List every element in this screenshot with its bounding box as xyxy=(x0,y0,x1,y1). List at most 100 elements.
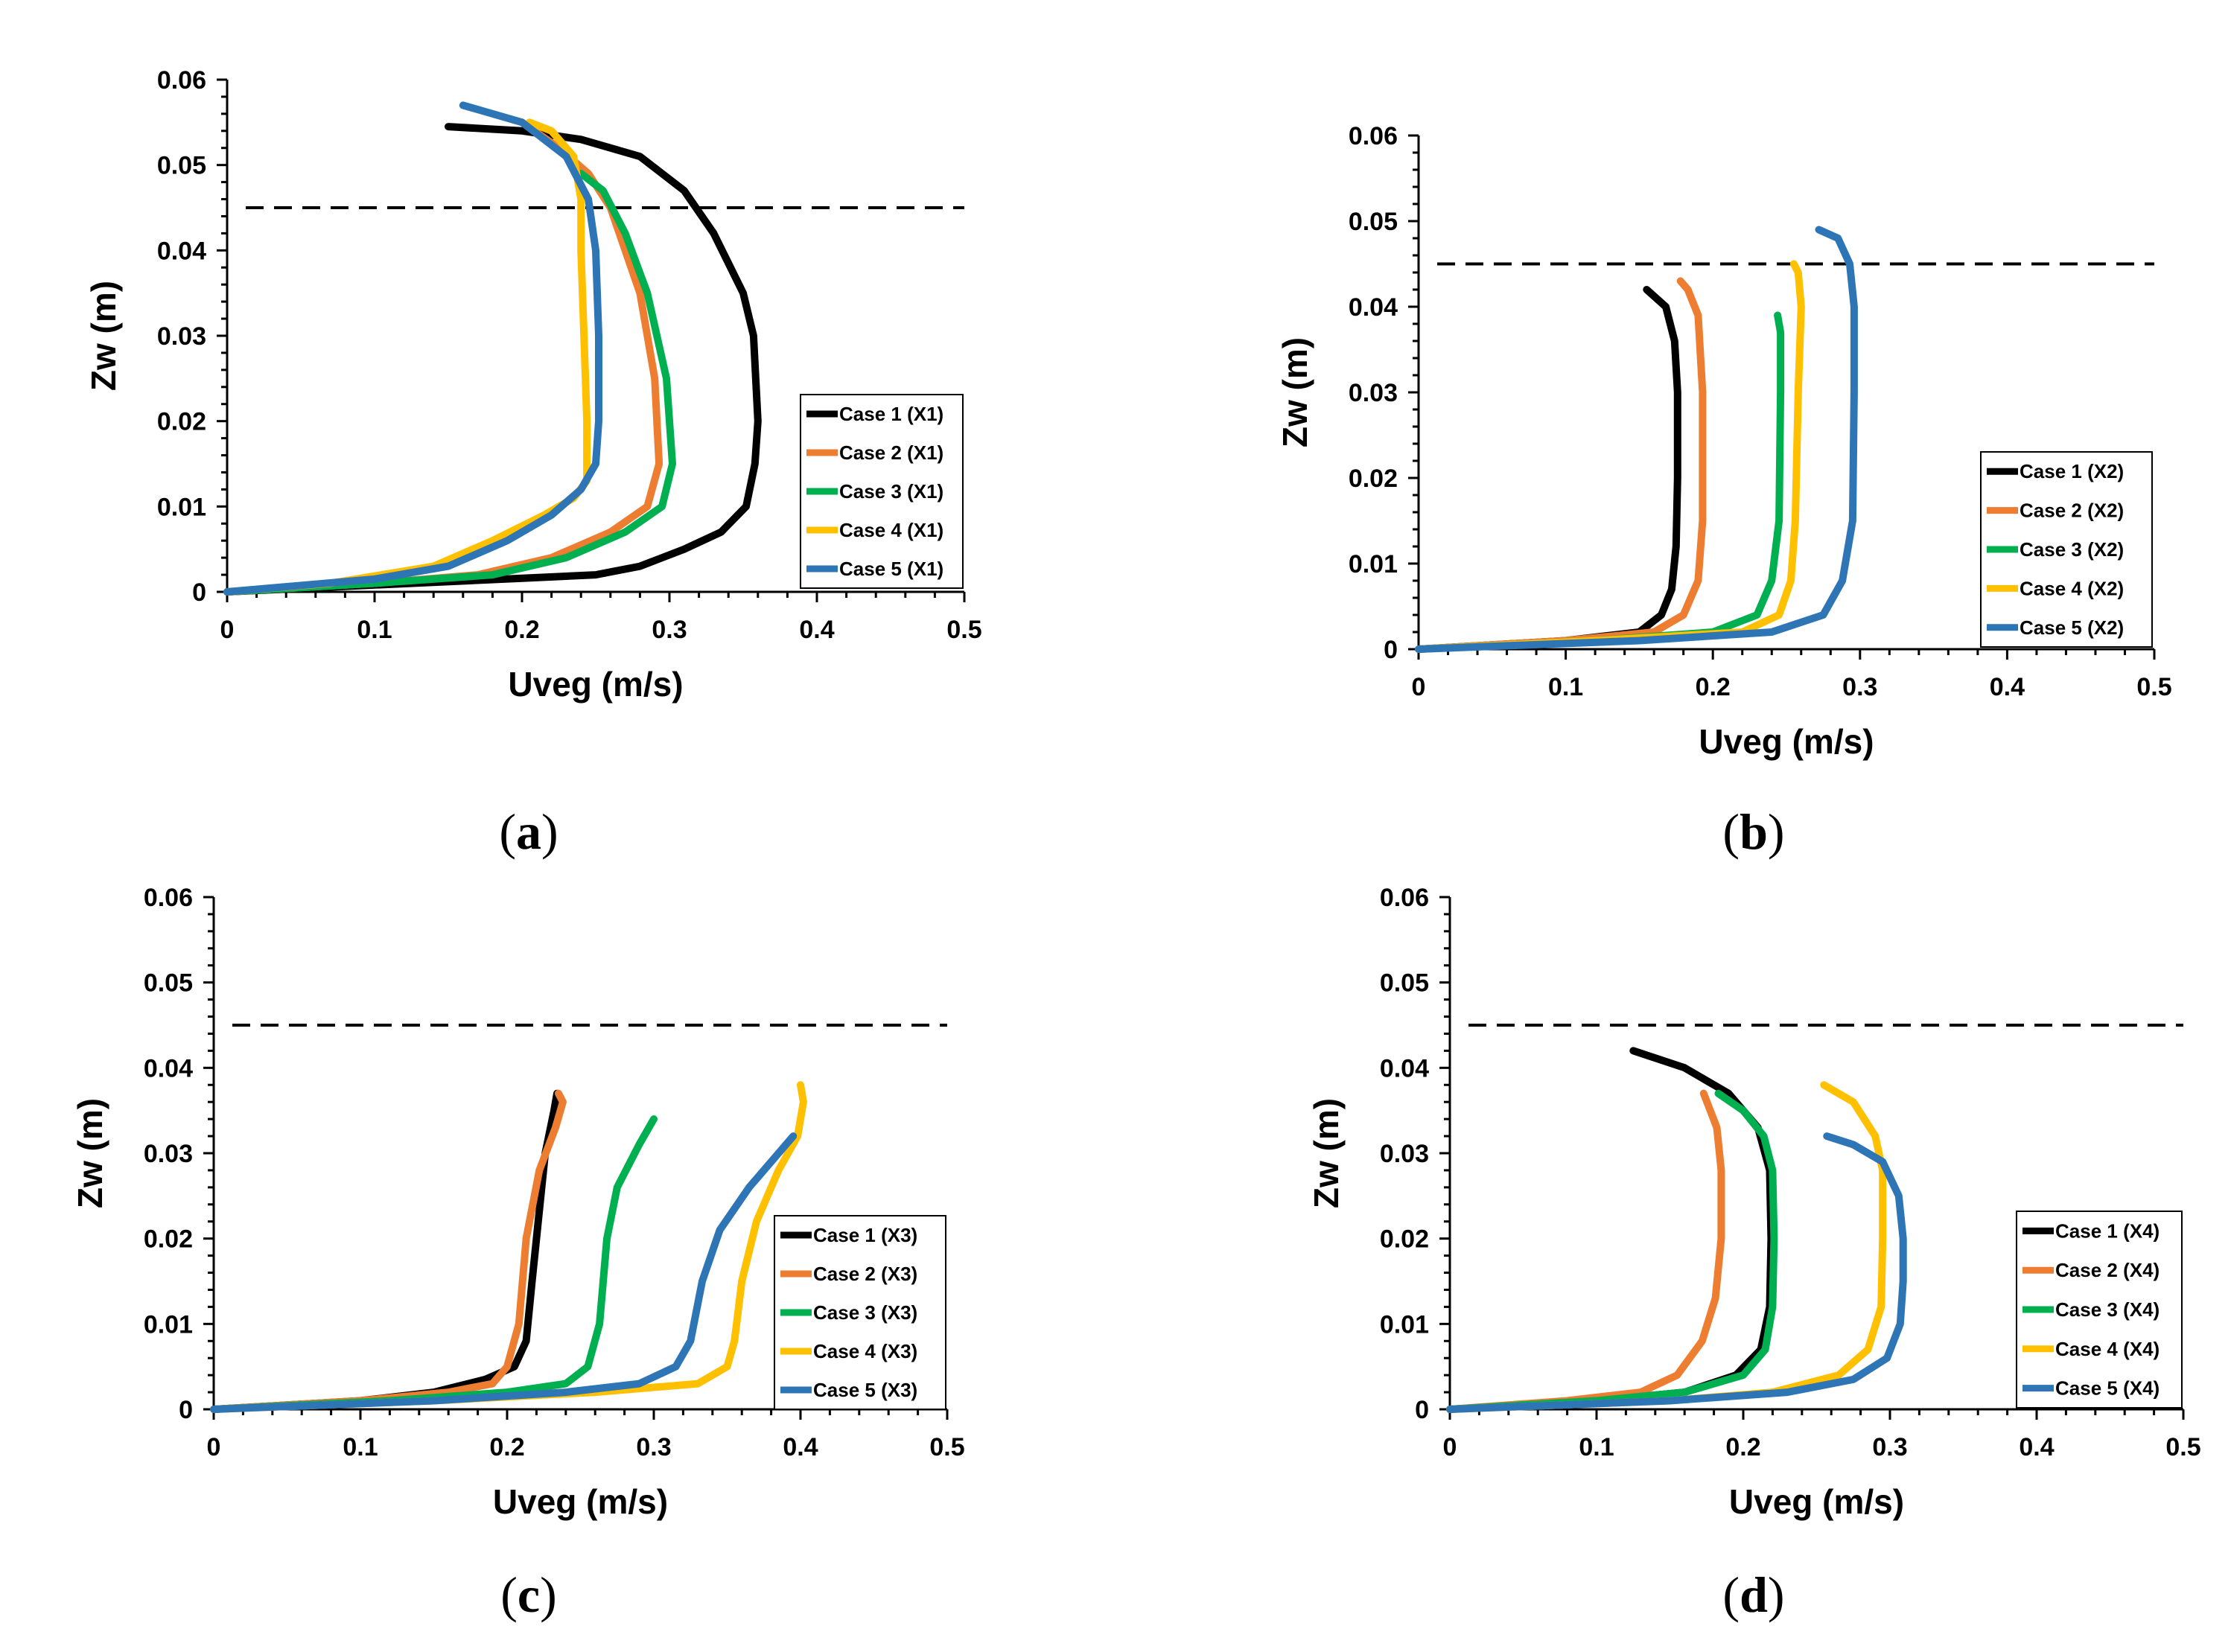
x-tick-label: 0.2 xyxy=(489,1433,524,1461)
panel-label: (b) xyxy=(1722,803,1784,860)
legend-label-case-3: Case 3 (X2) xyxy=(2020,538,2124,561)
series-line-case-2 xyxy=(1446,1089,1725,1413)
chart-panel-d: 0 0.1 0.2 0.3 0.4 0.5 0 0.01 0.02 0.03 0.04 0.05 0.0… xyxy=(1307,884,2201,1623)
x-axis-title: Uveg (m/s) xyxy=(493,1482,668,1521)
x-tick-label: 0.1 xyxy=(1579,1433,1614,1461)
x-tick-label: 0.3 xyxy=(652,616,687,644)
legend: Case 1 (X2) Case 2 (X2) Case 3 (X2) Case 4 … xyxy=(1980,451,2153,648)
panel-label-close: ) xyxy=(1768,1566,1785,1623)
panel-label-open: ( xyxy=(499,803,516,860)
legend: Case 1 (X3) Case 2 (X3) Case 3 (X3) Case 4 … xyxy=(774,1215,946,1410)
x-tick-label: 0.4 xyxy=(783,1433,818,1461)
x-axis-title: Uveg (m/s) xyxy=(1699,722,1874,761)
y-tick-label: 0 xyxy=(1384,636,1398,664)
y-axis-title: Zw (m) xyxy=(1276,337,1314,447)
chart-panel-c: 0 0.1 0.2 0.3 0.4 0.5 0 0.01 0.02 0.03 0.04 0.05 0.0… xyxy=(71,884,965,1623)
series-line-case-4 xyxy=(1415,260,1805,653)
y-tick-label: 0.03 xyxy=(144,1140,193,1168)
x-tick-label: 0.3 xyxy=(1872,1433,1907,1461)
y-axis-title: Zw (m) xyxy=(84,281,123,391)
legend-label-case-3: Case 3 (X3) xyxy=(813,1301,917,1324)
legend-label-case-1: Case 1 (X3) xyxy=(813,1224,917,1246)
y-tick-label: 0.04 xyxy=(144,1054,193,1082)
x-tick-label: 0 xyxy=(207,1433,221,1461)
series-line-case-3 xyxy=(223,170,676,596)
y-tick-label: 0.04 xyxy=(157,237,206,265)
series-line-case-3 xyxy=(1446,1089,1778,1413)
legend-label-case-2: Case 2 (X3) xyxy=(813,1263,917,1285)
y-tick-label: 0.05 xyxy=(157,152,206,180)
y-tick-label: 0.01 xyxy=(157,493,206,521)
y-tick-label: 0 xyxy=(192,578,206,607)
legend-label-case-4: Case 4 (X1) xyxy=(839,519,943,541)
legend: Case 1 (X1) Case 2 (X1) Case 3 (X1) Case 4 … xyxy=(800,394,964,589)
panel-label-open: ( xyxy=(1722,803,1740,860)
series-line-case-5 xyxy=(223,101,602,596)
y-tick-label: 0.06 xyxy=(1349,122,1398,150)
y-tick-label: 0.02 xyxy=(144,1225,193,1254)
y-tick-label: 0.05 xyxy=(1380,969,1429,998)
series-line-case-4 xyxy=(1446,1081,1887,1413)
legend-label-case-2: Case 2 (X1) xyxy=(839,441,943,464)
panel-label-letter: d xyxy=(1740,1566,1768,1623)
y-axis-title: Zw (m) xyxy=(1307,1098,1346,1208)
series-line-case-1 xyxy=(223,123,762,596)
series-line-case-4 xyxy=(223,118,591,596)
panel-label-letter: c xyxy=(518,1566,540,1623)
x-tick-label: 0.3 xyxy=(636,1433,671,1461)
chart-panel-a: 0 0.1 0.2 0.3 0.4 0.5 0 0.01 0.02 0.03 0.04 0.05 0.0… xyxy=(84,66,982,860)
y-tick-label: 0.01 xyxy=(1380,1310,1429,1339)
x-tick-label: 0.4 xyxy=(2019,1433,2054,1461)
y-tick-label: 0.06 xyxy=(157,66,206,95)
y-tick-label: 0.03 xyxy=(1380,1140,1429,1168)
legend-label-case-2: Case 2 (X2) xyxy=(2020,500,2124,522)
x-tick-label: 0.1 xyxy=(357,616,392,644)
panel-label-close: ) xyxy=(1768,803,1785,860)
y-tick-label: 0.04 xyxy=(1349,293,1398,322)
legend-label-case-2: Case 2 (X4) xyxy=(2055,1259,2160,1281)
series-line-case-5 xyxy=(1446,1132,1907,1413)
y-tick-label: 0 xyxy=(1415,1396,1429,1424)
legend-label-case-4: Case 4 (X4) xyxy=(2055,1338,2160,1360)
series-line-case-3 xyxy=(1415,311,1785,653)
y-tick-label: 0.02 xyxy=(1349,465,1398,493)
x-axis-title: Uveg (m/s) xyxy=(508,665,683,704)
legend-label-case-4: Case 4 (X3) xyxy=(813,1340,917,1362)
y-tick-label: 0.06 xyxy=(144,884,193,912)
panel-label-open: ( xyxy=(1722,1566,1740,1623)
legend-label-case-3: Case 3 (X4) xyxy=(2055,1298,2160,1321)
legend-label-case-5: Case 5 (X3) xyxy=(813,1379,917,1401)
legend-label-case-5: Case 5 (X4) xyxy=(2055,1377,2160,1400)
panel-label-letter: a xyxy=(516,803,541,860)
legend-label-case-1: Case 1 (X4) xyxy=(2055,1219,2160,1242)
y-tick-label: 0.03 xyxy=(1349,379,1398,407)
x-tick-label: 0.2 xyxy=(504,616,539,644)
y-tick-label: 0.06 xyxy=(1380,884,1429,912)
panel-label-close: ) xyxy=(540,1566,557,1623)
series-line-case-2 xyxy=(223,118,663,596)
series-line-case-5 xyxy=(210,1132,798,1413)
x-tick-label: 0.5 xyxy=(929,1433,964,1461)
y-tick-label: 0.02 xyxy=(157,408,206,436)
y-tick-label: 0.01 xyxy=(144,1310,193,1339)
legend-label-case-1: Case 1 (X1) xyxy=(839,403,943,425)
y-tick-label: 0 xyxy=(179,1396,193,1424)
y-tick-label: 0.04 xyxy=(1380,1054,1429,1082)
y-tick-label: 0.02 xyxy=(1380,1225,1429,1254)
panel-label-letter: b xyxy=(1740,803,1768,860)
legend-label-case-1: Case 1 (X2) xyxy=(2020,460,2124,482)
x-tick-label: 0.1 xyxy=(343,1433,378,1461)
series-line-case-5 xyxy=(1415,226,1858,653)
y-tick-label: 0.05 xyxy=(144,969,193,998)
y-tick-label: 0.03 xyxy=(157,322,206,351)
x-tick-label: 0.5 xyxy=(2165,1433,2200,1461)
x-tick-label: 0.4 xyxy=(1990,673,2025,701)
x-tick-label: 0.4 xyxy=(799,616,834,644)
panel-label-open: ( xyxy=(500,1566,518,1623)
legend-label-case-5: Case 5 (X2) xyxy=(2020,616,2124,639)
x-tick-label: 0.5 xyxy=(946,616,981,644)
series-line-case-2 xyxy=(210,1089,567,1413)
series-line-case-2 xyxy=(1415,277,1707,653)
legend: Case 1 (X4) Case 2 (X4) Case 3 (X4) Case 4 … xyxy=(2016,1211,2183,1409)
